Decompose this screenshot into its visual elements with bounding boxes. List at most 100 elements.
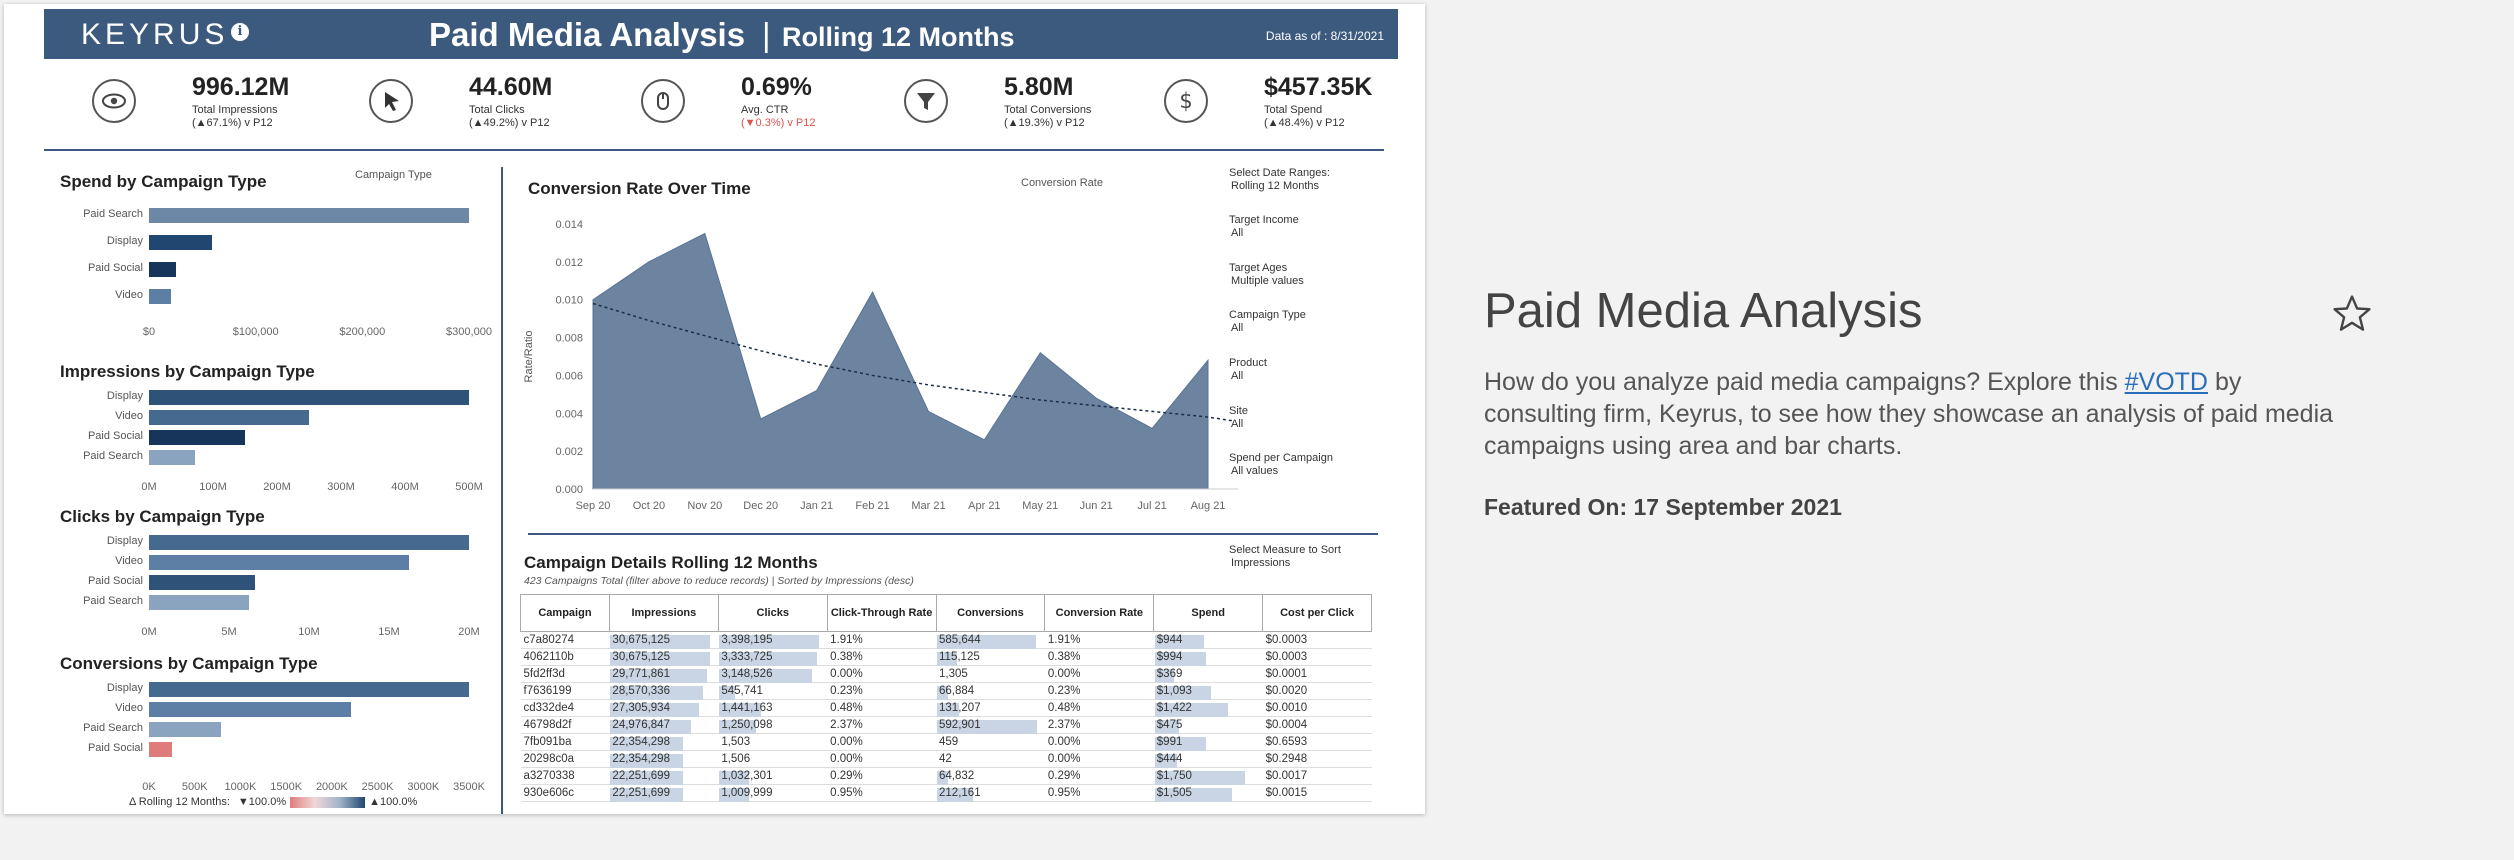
bar-label: Paid Search	[83, 722, 143, 734]
filter-control[interactable]: Product All	[1229, 357, 1267, 383]
bar[interactable]	[149, 722, 222, 737]
filter-control[interactable]: Select Date Ranges: Rolling 12 Months	[1229, 167, 1330, 193]
bar[interactable]	[149, 450, 195, 465]
filter-control[interactable]: Spend per Campaign All values	[1229, 452, 1333, 478]
bar-row[interactable]: Display	[107, 680, 469, 698]
column-header[interactable]: Click-Through Rate	[826, 594, 937, 632]
bar[interactable]	[149, 702, 352, 717]
table-row[interactable]: f7636199 28,570,336 545,741 0.23% 66,884 0.23…	[520, 682, 1372, 700]
filter-value[interactable]: All values	[1231, 465, 1279, 477]
filter-value[interactable]: All	[1231, 227, 1244, 239]
cell-bar	[610, 754, 684, 768]
bar-cell: $944	[1153, 631, 1263, 649]
filter-value[interactable]: Multiple values	[1231, 275, 1304, 287]
bar-row[interactable]: Paid Social	[88, 573, 469, 591]
delta-legend: Δ Rolling 12 Months: ▼100.0% ▲100.0%	[129, 796, 417, 808]
cell-bar-wrap: 1,441,163	[719, 702, 772, 717]
table-row[interactable]: cd332de4 27,305,934 1,441,163 0.48% 131,207 0…	[520, 699, 1372, 717]
column-header[interactable]: Conversions	[935, 594, 1046, 632]
bar-row[interactable]: Paid Social	[88, 428, 469, 446]
filter-control[interactable]: Target Ages Multiple values	[1229, 262, 1304, 288]
bar[interactable]	[149, 390, 469, 405]
bar-cell: 545,741	[718, 682, 828, 700]
bar[interactable]	[149, 555, 409, 570]
bar-row[interactable]: Paid Search	[83, 206, 469, 224]
bar-row[interactable]: Video	[115, 700, 469, 718]
column-header[interactable]: Cost per Click	[1262, 594, 1372, 632]
bar-row[interactable]: Video	[115, 287, 469, 305]
filter-value[interactable]: All	[1231, 418, 1244, 430]
bar-cell: 64,832	[936, 767, 1045, 785]
column-header[interactable]: Spend	[1153, 594, 1264, 632]
bar-cell: 3,333,725	[718, 648, 828, 666]
bar[interactable]	[149, 410, 309, 425]
filter-control[interactable]: Site All	[1229, 405, 1248, 431]
column-header[interactable]: Conversion Rate	[1044, 594, 1155, 632]
bar-cell: 131,207	[936, 699, 1045, 717]
bar[interactable]	[149, 235, 213, 250]
table-row[interactable]: 5fd2ff3d 29,771,861 3,148,526 0.00% 1,305 0.0…	[520, 665, 1372, 683]
bar[interactable]	[149, 575, 256, 590]
bar-row[interactable]: Display	[107, 233, 469, 251]
cr-cell: 0.00%	[1044, 750, 1154, 768]
cell-value: 30,675,125	[612, 651, 670, 663]
bar[interactable]	[149, 430, 246, 445]
bar[interactable]	[149, 262, 177, 277]
bar-row[interactable]: Video	[115, 408, 469, 426]
funnel-icon	[904, 79, 948, 123]
measure-select-value[interactable]: Impressions	[1231, 557, 1291, 569]
filter-value[interactable]: All	[1231, 370, 1244, 382]
table-row[interactable]: a3270338 22,251,699 1,032,301 0.29% 64,832 0.…	[520, 767, 1372, 785]
cell-bar	[610, 788, 684, 802]
table-row[interactable]: 4062110b 30,675,125 3,333,725 0.38% 115,125 0…	[520, 648, 1372, 666]
axis-tick: 1500K	[270, 781, 303, 793]
cell-bar	[1154, 720, 1180, 734]
measure-select[interactable]: Select Measure to Sort Impressions	[1229, 544, 1341, 570]
column-header[interactable]: Impressions	[608, 594, 719, 632]
column-header[interactable]: Clicks	[717, 594, 828, 632]
bar-row[interactable]: Paid Social	[88, 740, 469, 758]
bar-row[interactable]: Paid Social	[88, 260, 469, 278]
conversion-rate-area[interactable]	[592, 232, 1209, 490]
bar-row[interactable]: Video	[115, 553, 469, 571]
dollar-icon: $	[1164, 79, 1208, 123]
bar-row[interactable]: Paid Search	[83, 720, 469, 738]
table-row[interactable]: c7a80274 30,675,125 3,398,195 1.91% 585,644 1…	[520, 631, 1372, 649]
bar-cell: 592,901	[936, 716, 1045, 734]
bar[interactable]	[149, 208, 469, 223]
cell-bar	[719, 720, 757, 734]
bar-label: Video	[115, 410, 143, 422]
table-row[interactable]: 20298c0a 22,354,298 1,506 0.00% 42 0.00% $444 $…	[520, 750, 1372, 768]
cell-value: $475	[1156, 719, 1183, 731]
axis-tick: 2500K	[361, 781, 394, 793]
table-row[interactable]: 7fb091ba 22,354,298 1,503 0.00% 459 0.00% $991…	[520, 733, 1372, 751]
dashboard-header: KEYRUS i Paid Media Analysis | Rolling 1…	[44, 9, 1398, 59]
bar[interactable]	[149, 682, 469, 697]
bar-cell: 24,976,847	[609, 716, 719, 734]
filter-control[interactable]: Campaign Type All	[1229, 309, 1306, 335]
viz-card[interactable]: KEYRUS i Paid Media Analysis | Rolling 1…	[4, 4, 1425, 814]
info-icon[interactable]: i	[231, 23, 249, 41]
bar-row[interactable]: Display	[107, 533, 469, 551]
bar-row[interactable]: Paid Search	[83, 448, 469, 466]
filter-value[interactable]: All	[1231, 322, 1244, 334]
filter-control[interactable]: Target Income All	[1229, 214, 1299, 240]
table-row[interactable]: 46798d2f 24,976,847 1,250,098 2.37% 592,901 2…	[520, 716, 1372, 734]
bar-row[interactable]: Display	[107, 388, 469, 406]
keyrus-logo: KEYRUS	[81, 18, 229, 51]
bar-row[interactable]: Paid Search	[83, 593, 469, 611]
cell-bar-wrap: 1,032,301	[719, 770, 772, 785]
column-header[interactable]: Campaign	[520, 594, 610, 632]
bar[interactable]	[149, 742, 172, 757]
bar[interactable]	[149, 289, 172, 304]
star-icon[interactable]	[2330, 292, 2374, 336]
cpc-cell: $0.0020	[1262, 682, 1372, 700]
votd-link[interactable]: #VOTD	[2124, 368, 2208, 396]
axis-tick: $0	[142, 326, 156, 338]
bar[interactable]	[149, 535, 469, 550]
y-tick: 0.004	[555, 408, 583, 420]
filter-value[interactable]: Rolling 12 Months	[1231, 180, 1320, 192]
table-row[interactable]: 930e606c 22,251,699 1,009,999 0.95% 212,161 0…	[520, 784, 1372, 802]
bar[interactable]	[149, 595, 249, 610]
cr-cell: 2.37%	[1044, 716, 1154, 734]
